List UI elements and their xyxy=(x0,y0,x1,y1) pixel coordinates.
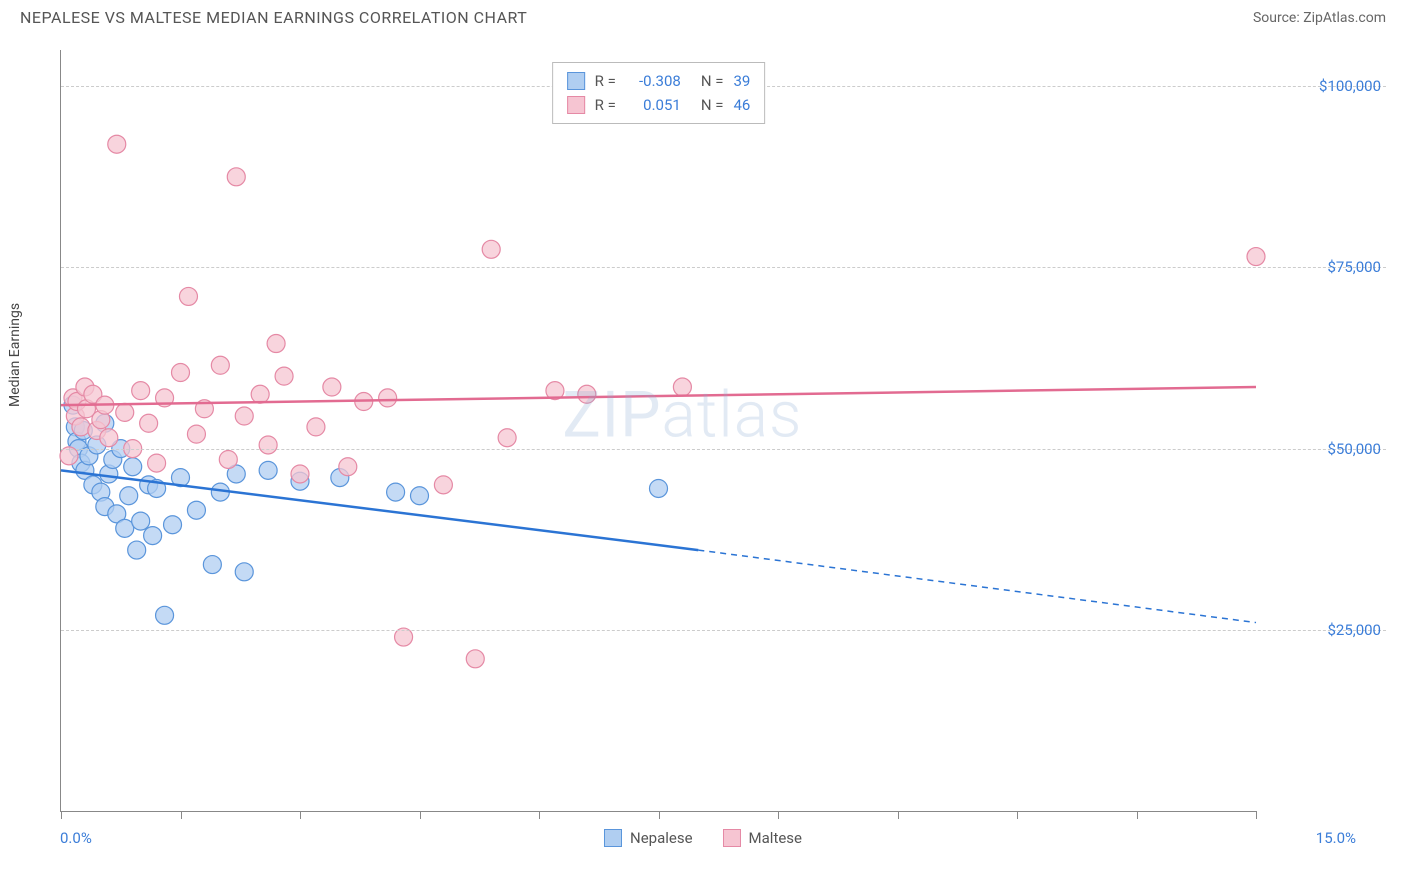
y-tick-label: $25,000 xyxy=(1266,621,1381,639)
scatter-point-maltese xyxy=(72,418,90,436)
scatter-point-maltese xyxy=(259,436,277,454)
x-tick xyxy=(181,811,182,819)
scatter-point-maltese xyxy=(108,135,126,153)
n-label: N = xyxy=(701,93,724,117)
scatter-point-maltese xyxy=(227,168,245,186)
scatter-point-nepalese xyxy=(132,512,150,530)
n-label: N = xyxy=(701,69,724,93)
scatter-point-nepalese xyxy=(144,527,162,545)
source-label: Source: ZipAtlas.com xyxy=(1253,10,1386,26)
scatter-point-maltese xyxy=(673,378,691,396)
x-tick xyxy=(1137,811,1138,819)
n-value: 46 xyxy=(733,93,750,117)
stats-swatch-nepalese xyxy=(567,72,585,90)
scatter-point-maltese xyxy=(179,287,197,305)
gridline xyxy=(61,630,1386,631)
stats-row-maltese: R = 0.051 N = 46 xyxy=(567,93,751,117)
legend: Nepalese Maltese xyxy=(604,829,802,847)
scatter-point-maltese xyxy=(1247,248,1265,266)
chart-title: NEPALESE VS MALTESE MEDIAN EARNINGS CORR… xyxy=(20,8,527,27)
scatter-point-maltese xyxy=(211,356,229,374)
scatter-point-maltese xyxy=(116,403,134,421)
scatter-point-maltese xyxy=(132,382,150,400)
x-tick xyxy=(898,811,899,819)
scatter-point-maltese xyxy=(267,335,285,353)
y-tick-label: $50,000 xyxy=(1266,440,1381,458)
legend-item-nepalese: Nepalese xyxy=(604,829,693,847)
x-tick xyxy=(778,811,779,819)
stats-swatch-maltese xyxy=(567,96,585,114)
scatter-point-nepalese xyxy=(120,487,138,505)
scatter-point-nepalese xyxy=(116,519,134,537)
n-value: 39 xyxy=(733,69,750,93)
trend-line-maltese xyxy=(61,387,1256,405)
legend-item-maltese: Maltese xyxy=(723,829,802,847)
x-tick xyxy=(1256,811,1257,819)
x-tick xyxy=(539,811,540,819)
r-label: R = xyxy=(595,69,616,93)
scatter-point-nepalese xyxy=(203,556,221,574)
scatter-point-maltese xyxy=(148,454,166,472)
scatter-point-nepalese xyxy=(164,516,182,534)
scatter-point-nepalese xyxy=(387,483,405,501)
legend-label: Maltese xyxy=(749,829,802,847)
x-tick xyxy=(61,811,62,819)
scatter-point-maltese xyxy=(235,407,253,425)
plot-area: R =-0.308N =39R =0.051N =46 ZIPatlas $25… xyxy=(60,50,1256,812)
scatter-point-maltese xyxy=(187,425,205,443)
y-tick-label: $100,000 xyxy=(1266,77,1381,95)
trend-line-dash-nepalese xyxy=(698,550,1256,622)
scatter-point-maltese xyxy=(339,458,357,476)
scatter-point-maltese xyxy=(140,414,158,432)
x-axis-min-label: 0.0% xyxy=(60,829,92,847)
gridline xyxy=(61,267,1386,268)
x-tick xyxy=(1017,811,1018,819)
scatter-point-nepalese xyxy=(650,479,668,497)
scatter-point-maltese xyxy=(466,650,484,668)
r-value: -0.308 xyxy=(626,69,681,93)
y-tick-label: $75,000 xyxy=(1266,258,1381,276)
scatter-point-nepalese xyxy=(187,501,205,519)
x-tick xyxy=(420,811,421,819)
r-value: 0.051 xyxy=(626,93,681,117)
chart-container: Median Earnings R =-0.308N =39R =0.051N … xyxy=(20,40,1386,862)
scatter-point-maltese xyxy=(219,450,237,468)
scatter-point-maltese xyxy=(482,240,500,258)
scatter-point-maltese xyxy=(578,385,596,403)
scatter-point-maltese xyxy=(434,476,452,494)
scatter-point-nepalese xyxy=(411,487,429,505)
scatter-point-nepalese xyxy=(235,563,253,581)
scatter-point-maltese xyxy=(291,465,309,483)
scatter-point-maltese xyxy=(307,418,325,436)
scatter-point-nepalese xyxy=(128,541,146,559)
x-tick xyxy=(659,811,660,819)
scatter-point-maltese xyxy=(172,364,190,382)
r-label: R = xyxy=(595,93,616,117)
x-axis-max-label: 15.0% xyxy=(1316,829,1356,847)
scatter-point-nepalese xyxy=(259,461,277,479)
scatter-point-maltese xyxy=(379,389,397,407)
scatter-point-maltese xyxy=(323,378,341,396)
legend-label: Nepalese xyxy=(630,829,693,847)
scatter-point-maltese xyxy=(275,367,293,385)
scatter-point-nepalese xyxy=(124,458,142,476)
y-axis-label: Median Earnings xyxy=(7,303,23,407)
scatter-point-maltese xyxy=(498,429,516,447)
gridline xyxy=(61,449,1386,450)
scatter-point-maltese xyxy=(251,385,269,403)
legend-swatch-nepalese xyxy=(604,829,622,847)
legend-swatch-maltese xyxy=(723,829,741,847)
scatter-point-nepalese xyxy=(156,606,174,624)
scatter-point-maltese xyxy=(100,429,118,447)
x-tick xyxy=(300,811,301,819)
stats-row-nepalese: R = -0.308 N = 39 xyxy=(567,69,751,93)
stats-box: R = -0.308 N = 39 R = 0.051 N = 46 xyxy=(552,62,766,124)
plot-svg xyxy=(61,50,1256,811)
